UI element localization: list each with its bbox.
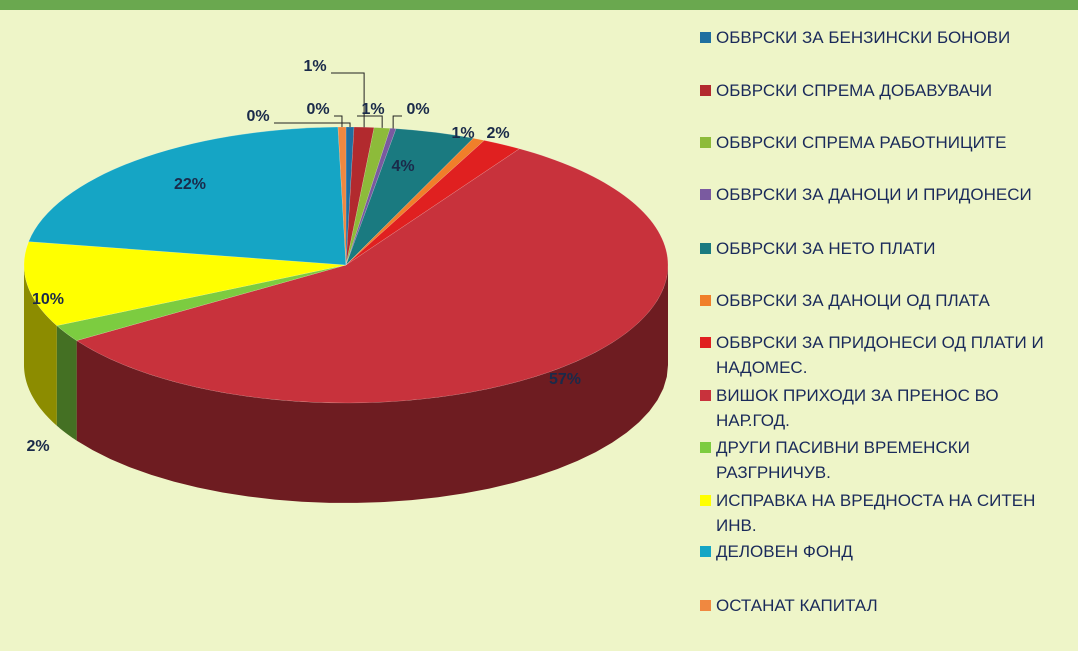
legend-swatch — [700, 337, 711, 348]
data-label: 2% — [486, 125, 509, 142]
legend-label: ОСТАНАТ КАПИТАЛ — [716, 596, 878, 615]
slice-side — [24, 265, 57, 426]
legend-swatch — [700, 243, 711, 254]
leader-line — [357, 115, 383, 128]
legend-swatch — [700, 495, 711, 506]
legend-entry: ОБВРСКИ ЗА ДАНОЦИ ОД ПЛАТА — [700, 288, 1066, 313]
leader-line — [334, 115, 343, 128]
legend-label: ИСПРАВКА НА ВРЕДНОСТА НА СИТЕН ИНВ. — [716, 491, 1036, 535]
legend-label: ОБВРСКИ СПРЕМА РАБОТНИЦИТЕ — [716, 133, 1007, 152]
slice — [345, 140, 521, 266]
legend-entry: ДЕЛОВЕН ФОНД — [700, 539, 1066, 564]
slice — [345, 137, 485, 266]
slice — [345, 128, 474, 266]
data-label: 0% — [246, 108, 269, 125]
legend-swatch — [700, 390, 711, 401]
legend-entry: ОБВРСКИ ЗА НЕТО ПЛАТИ — [700, 236, 1066, 261]
data-label: 1% — [361, 101, 384, 118]
slice-side — [76, 265, 669, 503]
legend-label: ДЕЛОВЕН ФОНД — [716, 542, 853, 561]
data-label: 1% — [451, 125, 474, 142]
legend-entry: ОБВРСКИ ЗА ДАНОЦИ И ПРИДОНЕСИ — [700, 182, 1066, 207]
legend-entry: ВИШОК ПРИХОДИ ЗА ПРЕНОС ВО НАР.ГОД. — [700, 383, 1066, 433]
data-label: 1% — [303, 58, 326, 75]
legend-entry: ОБВРСКИ СПРЕМА РАБОТНИЦИТЕ — [700, 130, 1066, 155]
legend-label: ОБВРСКИ ЗА БЕНЗИНСКИ БОНОВИ — [716, 28, 1011, 47]
legend-entry: ДРУГИ ПАСИВНИ ВРЕМЕНСКИ РАЗГРНИЧУВ. — [700, 435, 1066, 485]
data-label: 57% — [549, 371, 581, 388]
slice — [23, 241, 347, 326]
legend-entry: ОБВРСКИ СПРЕМА ДОБАВУВАЧИ — [700, 78, 1066, 103]
slice — [56, 264, 347, 341]
legend-label: ОБВРСКИ ЗА ДАНОЦИ ОД ПЛАТА — [716, 291, 990, 310]
data-label: 2% — [26, 438, 49, 455]
legend-swatch — [700, 85, 711, 96]
data-label: 0% — [306, 101, 329, 118]
slice — [28, 126, 347, 266]
legend-label: ОБВРСКИ ЗА ПРИДОНЕСИ ОД ПЛАТИ И НАДОМЕС. — [716, 333, 1044, 377]
legend-entry: ОБВРСКИ ЗА БЕНЗИНСКИ БОНОВИ — [700, 25, 1066, 50]
slice-side — [56, 325, 77, 441]
legend-swatch — [700, 189, 711, 200]
legend-entry: ОБВРСКИ ЗА ПРИДОНЕСИ ОД ПЛАТИ И НАДОМЕС. — [700, 330, 1066, 380]
legend-label: ВИШОК ПРИХОДИ ЗА ПРЕНОС ВО НАР.ГОД. — [716, 386, 999, 430]
slice — [76, 148, 669, 404]
legend-entry: ОСТАНАТ КАПИТАЛ — [700, 593, 1066, 618]
data-label: 4% — [391, 158, 414, 175]
legend-label: ОБВРСКИ ЗА ДАНОЦИ И ПРИДОНЕСИ — [716, 185, 1032, 204]
legend-label: ДРУГИ ПАСИВНИ ВРЕМЕНСКИ РАЗГРНИЧУВ. — [716, 438, 970, 482]
leader-line — [274, 122, 351, 128]
pie-plot: 0% 1% 1% 0% 4% 1% 2% 57% 2% 10% 22% 0% — [23, 58, 669, 503]
legend-swatch — [700, 600, 711, 611]
legend-swatch — [700, 442, 711, 453]
legend-swatch — [700, 32, 711, 43]
leader-line — [392, 115, 402, 129]
leader-line — [331, 72, 365, 128]
legend-swatch — [700, 137, 711, 148]
data-label: 22% — [174, 176, 206, 193]
legend-entry: ИСПРАВКА НА ВРЕДНОСТА НА СИТЕН ИНВ. — [700, 488, 1066, 538]
data-label: 10% — [32, 291, 64, 308]
legend-swatch — [700, 295, 711, 306]
legend-swatch — [700, 546, 711, 557]
legend-label: ОБВРСКИ ЗА НЕТО ПЛАТИ — [716, 239, 936, 258]
data-label: 0% — [406, 101, 429, 118]
legend-label: ОБВРСКИ СПРЕМА ДОБАВУВАЧИ — [716, 81, 993, 100]
